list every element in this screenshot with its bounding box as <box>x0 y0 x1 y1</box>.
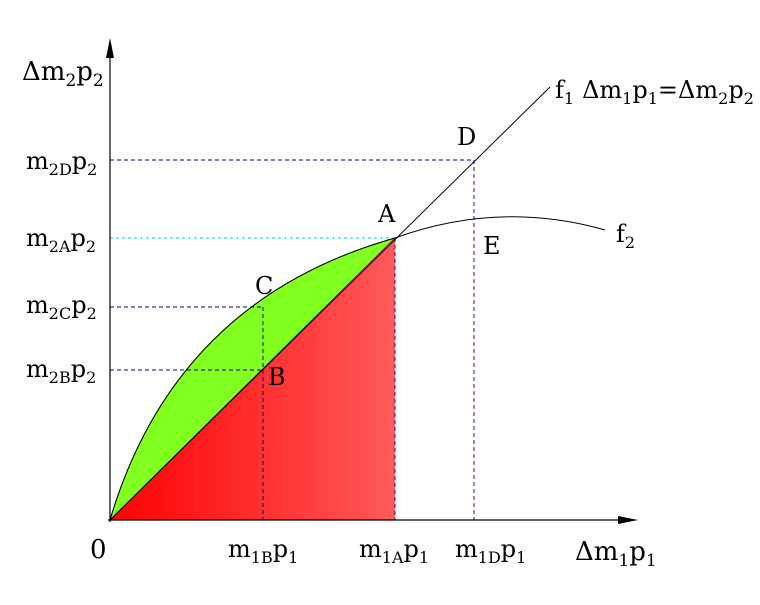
point-label-E: E <box>483 232 501 260</box>
origin-label: 0 <box>90 535 107 565</box>
x-axis-label: Δm1p1 <box>575 537 657 571</box>
point-label-C: C <box>255 272 273 300</box>
line-f1 <box>109 86 551 521</box>
y-tick-label-A: m2Ap2 <box>26 224 96 256</box>
point-label-A: A <box>377 200 396 228</box>
y-axis-label: Δm2p2 <box>22 57 104 91</box>
point-label-D: D <box>457 123 476 151</box>
guide-lines <box>110 159 475 520</box>
y-tick-label-D: m2Dp2 <box>26 147 97 179</box>
x-axis-arrow <box>618 516 638 524</box>
x-tick-label-A: m1Ap1 <box>359 535 429 567</box>
point-label-B: B <box>268 363 286 391</box>
curve-f2 <box>109 216 606 521</box>
y-tick-label-B: m2Bp2 <box>26 355 96 387</box>
y-axis-arrow <box>106 38 114 58</box>
x-tick-label-D: m1Dp1 <box>455 535 526 567</box>
y-tick-label-C: m2Cp2 <box>26 291 97 323</box>
curve-label-f1: f1 Δm1p1=Δm2p2 <box>555 76 754 108</box>
x-tick-label-B: m1Bp1 <box>228 535 298 567</box>
curve-label-f2: f2 <box>616 220 635 252</box>
